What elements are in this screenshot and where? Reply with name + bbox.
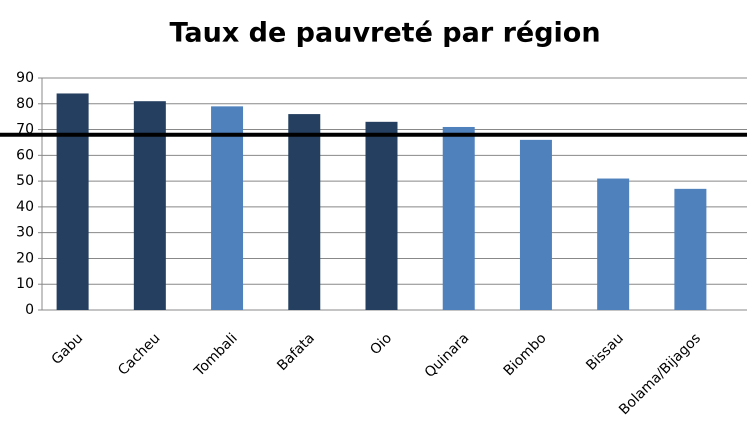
x-tick-label: Tombali xyxy=(191,330,241,380)
y-tick-label: 50 xyxy=(16,173,34,189)
y-tick-label: 0 xyxy=(25,302,34,318)
bar xyxy=(56,93,89,310)
bar xyxy=(365,121,398,310)
x-tick-label: Biombo xyxy=(501,330,550,379)
bar xyxy=(288,114,321,310)
x-tick-label: Bafata xyxy=(274,330,318,374)
bar xyxy=(597,178,630,310)
x-tick-label: Gabu xyxy=(49,330,87,368)
y-tick-label: 40 xyxy=(16,199,34,215)
y-tick-label: 90 xyxy=(16,70,34,86)
y-tick-label: 20 xyxy=(16,250,34,266)
y-tick-label: 80 xyxy=(16,96,34,112)
bar xyxy=(133,101,166,310)
bar xyxy=(519,139,552,310)
bar xyxy=(674,188,707,310)
y-tick-label: 30 xyxy=(16,225,34,241)
bar xyxy=(442,126,475,310)
chart-title: Taux de pauvreté par région xyxy=(169,18,600,49)
y-tick-label: 10 xyxy=(16,276,34,292)
y-tick-label: 60 xyxy=(16,147,34,163)
x-tick-label: Quinara xyxy=(422,330,473,381)
x-tick-label: Bissau xyxy=(583,330,627,374)
x-tick-label: Cacheu xyxy=(115,330,163,378)
bar xyxy=(211,106,244,310)
x-tick-label: Bolama/Bijagos xyxy=(616,330,704,418)
x-tick-label: Oio xyxy=(367,330,395,358)
